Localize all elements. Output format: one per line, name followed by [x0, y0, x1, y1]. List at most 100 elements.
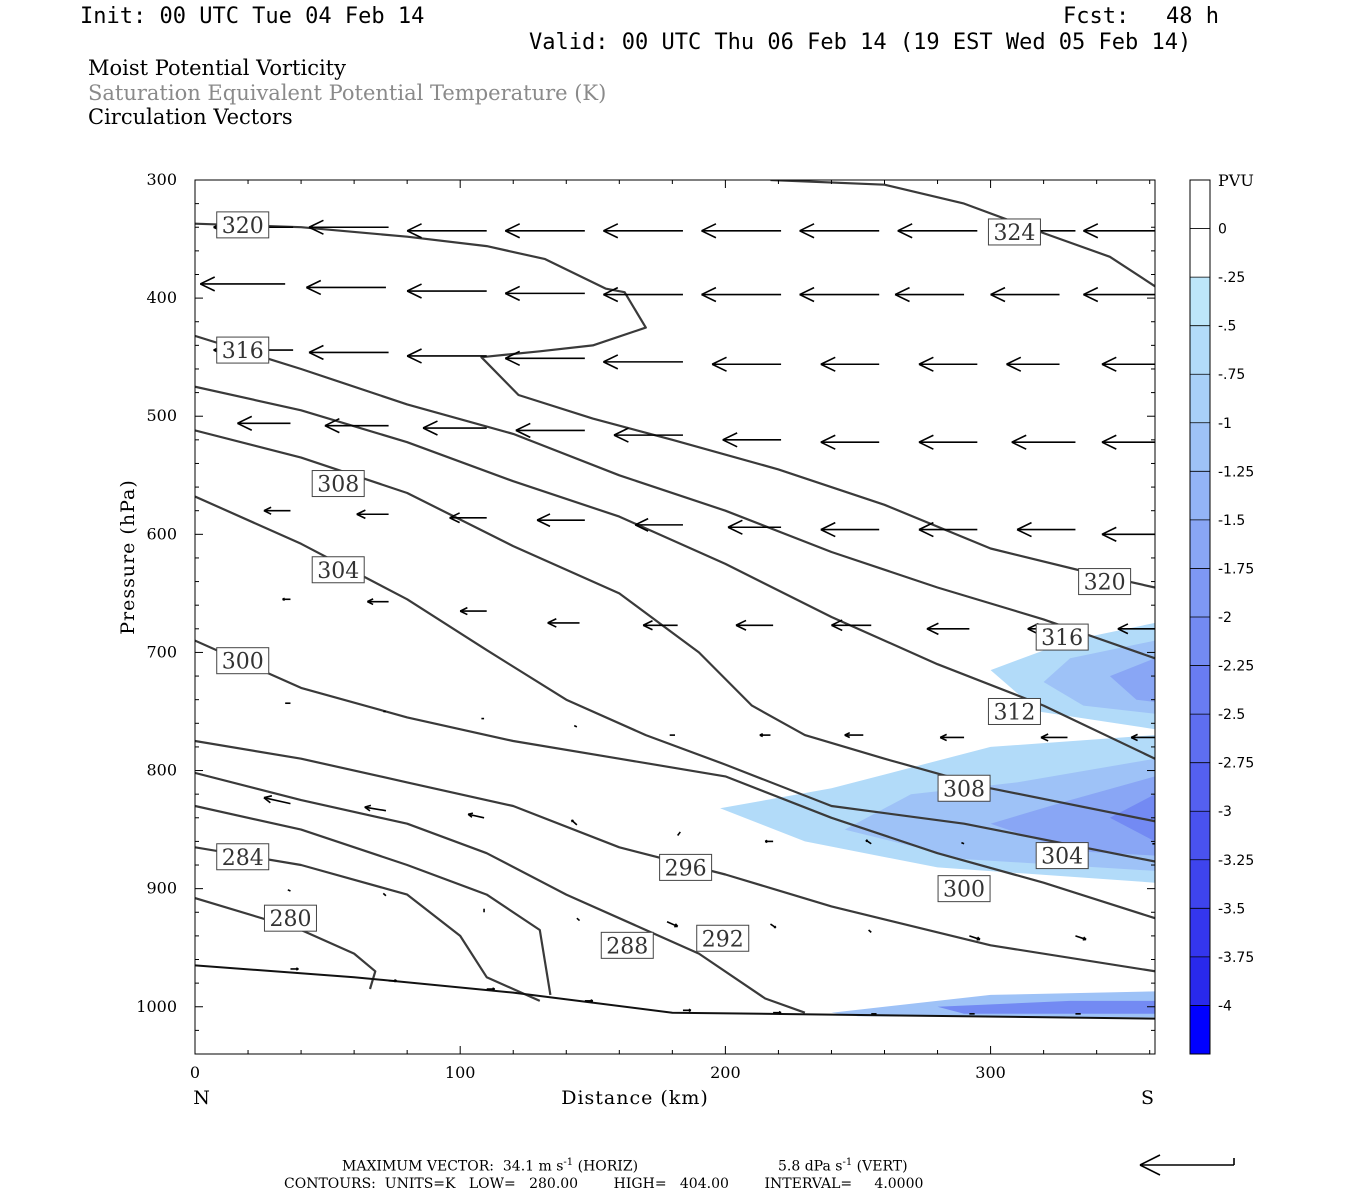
contour-label-10: 304: [1035, 842, 1089, 870]
legend-theta-es: Saturation Equivalent Potential Temperat…: [88, 81, 607, 105]
vector-18: [799, 286, 880, 303]
reference-vector-head-a: [1139, 1154, 1161, 1166]
colorbar-band-7: [1190, 519, 1210, 569]
vector-21: [1083, 286, 1155, 303]
contour-320: [195, 222, 1155, 589]
vector-51: [1016, 521, 1076, 538]
contour-label-text: 304: [1041, 845, 1083, 870]
contour-label-13: 300: [937, 875, 991, 903]
vector-20: [990, 286, 1060, 303]
contour-label-9: 308: [937, 774, 991, 802]
vector-12: [199, 276, 286, 292]
vector-91: [1075, 935, 1087, 941]
vector-74: [364, 804, 387, 812]
colorbar-label-5: -1.25: [1218, 464, 1254, 480]
mpv-shade-1: [1043, 640, 1155, 714]
vector-2: [308, 219, 389, 235]
vector-37: [613, 427, 683, 443]
colorbar-label-3: -.75: [1218, 367, 1245, 383]
contour-label-text: 300: [222, 650, 264, 675]
ytick-label-900: 900: [146, 879, 177, 898]
contour-label-14: 280: [263, 904, 317, 932]
vector-92: [290, 967, 299, 971]
vector-89: [868, 929, 872, 933]
vector-11: [187, 279, 195, 281]
vector-0: [195, 224, 196, 225]
vector-27: [603, 354, 683, 370]
colorbar-label-13: -3.25: [1218, 853, 1254, 869]
contour-324: [770, 180, 1155, 288]
colorbar-label-7: -1.75: [1218, 561, 1254, 577]
colorbar-band-1: [1190, 228, 1210, 278]
vector-57: [642, 620, 678, 631]
reference-vector: [1139, 1154, 1235, 1176]
vector-95: [584, 999, 594, 1003]
contour-308: [195, 429, 1155, 823]
contour-label-text: 292: [702, 927, 744, 952]
colorbar-band-10: [1190, 665, 1210, 715]
contour-296: [195, 739, 1155, 973]
footer-max-vector: MAXIMUM VECTOR: 34.1 m s-1 (HORIZ): [342, 1157, 639, 1175]
xtick-label-300: 300: [975, 1063, 1006, 1082]
colorbar-band-6: [1190, 471, 1210, 521]
vector-56: [547, 618, 580, 628]
colorbar-label-0: 0: [1218, 222, 1227, 238]
colorbar-band-0: [1190, 180, 1210, 230]
contour-label-6: 316: [1035, 623, 1089, 651]
vector-90: [969, 935, 981, 941]
theta-es-contours: [195, 180, 1155, 1020]
colorbar-band-14: [1190, 859, 1210, 909]
colorbar-label-4: -1: [1218, 416, 1232, 432]
colorbar-label-15: -3.75: [1218, 950, 1254, 966]
colorbar-label-12: -3: [1218, 804, 1232, 820]
contour-label-3: 308: [311, 470, 365, 498]
contour-label-12: 296: [659, 853, 713, 881]
vector-6: [701, 223, 782, 239]
colorbar-label-9: -2.25: [1218, 659, 1254, 675]
vector-62: [1117, 623, 1155, 635]
colorbar-band-12: [1190, 762, 1210, 812]
vector-43: [263, 506, 291, 515]
contour-label-text: 296: [665, 856, 707, 881]
colorbar-title: PVU: [1218, 171, 1254, 190]
colorbar-label-10: -2.5: [1218, 707, 1245, 723]
vector-42: [1101, 434, 1155, 450]
contour-label-text: 312: [993, 700, 1035, 725]
plot-frame: [194, 179, 1156, 1055]
vector-14: [406, 283, 487, 299]
vector-68: [759, 733, 771, 738]
legend-mpv: Moist Potential Vorticity: [88, 56, 346, 80]
vector-66: [573, 724, 578, 728]
vector-10: [1083, 223, 1155, 239]
colorbar-band-9: [1190, 617, 1210, 667]
vector-83: [287, 889, 291, 892]
colorbar: PVU 0 -.25 -.5 -.75 -1 -1.25 -1.5 -1.75 -2 -2.25 -2…: [1189, 171, 1254, 1055]
contour-label-text: 304: [317, 559, 359, 584]
vector-40: [918, 434, 978, 450]
colorbar-label-8: -2: [1218, 610, 1232, 626]
contour-label-text: 308: [317, 473, 359, 498]
vector-55: [459, 606, 487, 616]
colorbar-band-16: [1190, 956, 1210, 1006]
vector-3: [406, 223, 487, 239]
vector-48: [727, 519, 782, 535]
xtick-label-0: 0: [190, 1063, 200, 1082]
vector-32: [1101, 356, 1155, 372]
footer-contours: CONTOURS: UNITS=K LOW= 280.00 HIGH= 404.…: [284, 1176, 924, 1192]
contour-label-text: 320: [222, 214, 264, 239]
ytick-label-400: 400: [146, 288, 177, 307]
vector-19: [894, 286, 965, 303]
contour-label-2: 316: [216, 336, 270, 364]
colorbar-band-5: [1190, 422, 1210, 472]
colorbar-label-14: -3.5: [1218, 901, 1245, 917]
ytick-label-600: 600: [146, 524, 177, 543]
vector-47: [634, 517, 683, 532]
vector-75: [467, 812, 485, 819]
vector-28: [711, 356, 782, 372]
contour-label-5: 320: [1078, 568, 1132, 596]
valid-time: Valid: 00 UTC Thu 06 Feb 14 (19 EST Wed …: [529, 30, 1192, 55]
forecast-label: Fcst:: [1063, 4, 1130, 29]
contour-label-0: 320: [216, 211, 270, 239]
ytick-label-500: 500: [146, 406, 177, 425]
